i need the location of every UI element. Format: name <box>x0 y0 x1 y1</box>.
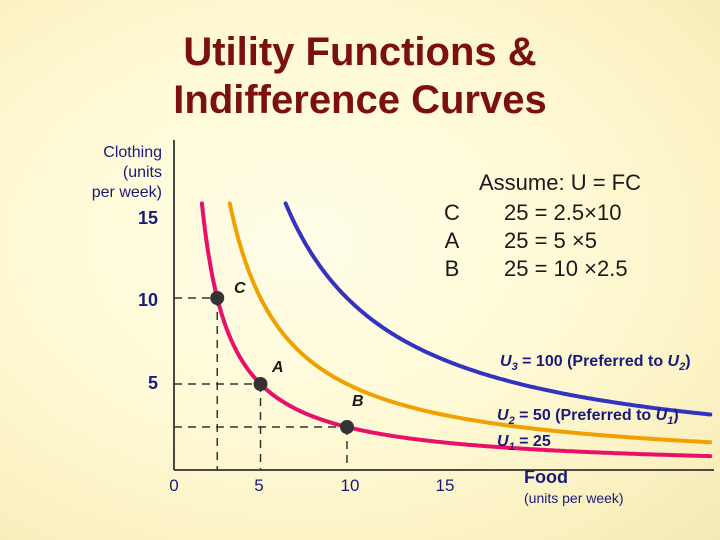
assumption-row-b-point: B <box>445 256 460 281</box>
guide-lines <box>174 297 348 470</box>
y-tick-10: 10 <box>138 290 158 310</box>
assumption-row-c-equation: 25 = 2.5×10 <box>504 200 621 225</box>
curve-label-u2: U2 = 50 (Preferred to U1) <box>497 407 679 427</box>
title-line-2: Indifference Curves <box>173 78 547 122</box>
y-tick-15: 15 <box>138 208 158 228</box>
indifference-curves <box>199 201 713 459</box>
page-title: Utility Functions & Indifference Curves <box>0 28 720 124</box>
x-tick-15: 15 <box>436 476 455 495</box>
point-a <box>253 377 268 391</box>
point-b <box>340 420 354 434</box>
point-label-a: A <box>271 359 284 376</box>
point-c <box>210 291 225 305</box>
y-axis-label-line-3: per week) <box>92 184 162 201</box>
curve-u2 <box>227 201 713 445</box>
x-axis-label: Food <box>524 467 568 487</box>
assumption-row-a-equation: 25 = 5 ×5 <box>504 228 597 253</box>
curve-label-u3: U3 = 100 (Preferred to U2) <box>500 353 691 373</box>
curve-u3 <box>283 201 713 417</box>
y-axis-label-line-2: (units <box>123 164 162 181</box>
assumption-row-c-point: C <box>444 200 460 225</box>
points <box>210 291 354 434</box>
assumption-row-a-point: A <box>445 228 460 253</box>
y-tick-5: 5 <box>148 373 158 393</box>
assumption-heading: Assume: U = FC <box>479 170 641 195</box>
x-tick-0: 0 <box>169 476 178 495</box>
x-axis-sublabel: (units per week) <box>524 490 624 506</box>
x-tick-5: 5 <box>254 476 263 495</box>
assumption-row-b-equation: 25 = 10 ×2.5 <box>504 256 628 281</box>
point-label-c: C <box>234 280 246 297</box>
title-line-1: Utility Functions & <box>183 30 537 74</box>
y-axis-label-line-1: Clothing <box>103 144 162 161</box>
curve-label-u1: U1 = 25 <box>497 433 551 453</box>
curve-u1 <box>199 201 713 459</box>
point-label-b: B <box>352 393 364 410</box>
x-tick-10: 10 <box>341 476 360 495</box>
